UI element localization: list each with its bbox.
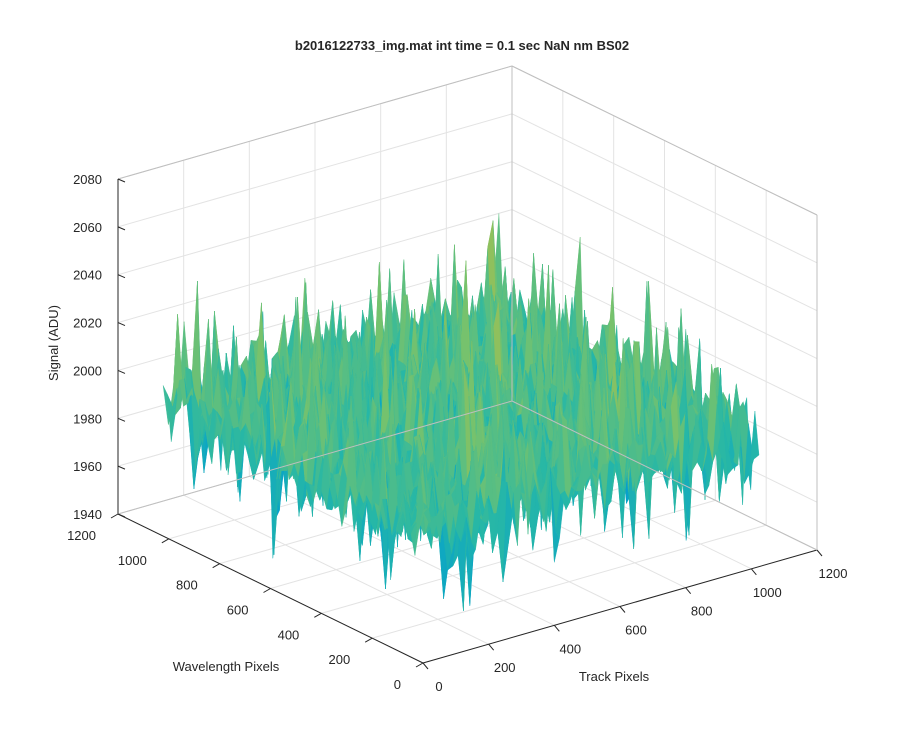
grid-line-z-side: [511, 161, 818, 312]
grid-line-z-side: [511, 256, 818, 407]
y-tick-label: 1000: [118, 553, 147, 568]
y-tick-label: 600: [227, 603, 249, 618]
z-tick: [117, 178, 126, 183]
y-tick: [263, 588, 271, 593]
z-tick-label: 2060: [73, 220, 102, 235]
x-tick-label: 200: [494, 660, 516, 675]
z-tick-label: 1940: [73, 507, 102, 522]
surface-patch: [749, 411, 760, 473]
x-tick-label: 1000: [753, 585, 782, 600]
z-tick-label: 2080: [73, 172, 102, 187]
z-tick-label: 2040: [73, 268, 102, 283]
surface-mesh: [162, 213, 760, 611]
z-tick: [117, 369, 126, 374]
x-tick-label: 800: [691, 604, 713, 619]
z-tick: [117, 322, 126, 327]
box-edge-line: [117, 65, 513, 180]
axis-ticks: 0 200 400 600 800 1000 1200 0 200 400 600 800 1000 12…: [67, 172, 847, 694]
grid-line-z-side: [511, 209, 818, 360]
y-tick-label: 0: [394, 677, 401, 692]
y-tick-label: 400: [278, 627, 300, 642]
x-tick-label: 1200: [819, 566, 848, 581]
x-tick-label: 0: [435, 679, 442, 694]
x-tick: [553, 625, 560, 632]
y-tick-label: 800: [176, 578, 198, 593]
y-tick: [415, 662, 424, 668]
x-tick-label: 600: [625, 623, 647, 638]
x-tick: [685, 587, 692, 594]
x-tick: [619, 606, 626, 613]
z-tick: [117, 417, 126, 422]
chart-title: b2016122733_img.mat int time = 0.1 sec N…: [295, 38, 629, 53]
x-tick: [750, 568, 757, 576]
z-tick-label: 2020: [73, 316, 102, 331]
grid-line-z-back: [117, 209, 513, 324]
y-tick-label: 200: [328, 652, 350, 667]
box-edge-line: [511, 65, 818, 216]
z-tick: [117, 513, 126, 518]
x-tick: [422, 662, 429, 670]
grid-line-z-side: [511, 113, 818, 264]
y-tick: [364, 637, 373, 643]
z-tick: [117, 465, 126, 470]
y-tick: [314, 612, 322, 618]
y-axis-label: Wavelength Pixels: [173, 659, 280, 674]
z-tick-label: 1960: [73, 459, 102, 474]
grid-line-z-back: [117, 113, 513, 228]
z-tick: [117, 274, 126, 279]
z-axis-label: Signal (ADU): [46, 305, 61, 381]
y-tick: [110, 513, 119, 519]
floor-edge-line: [511, 400, 818, 551]
x-tick-label: 400: [559, 641, 581, 656]
z-tick-label: 2000: [73, 363, 102, 378]
y-tick: [212, 563, 220, 569]
floor-edge-line: [117, 400, 513, 515]
y-tick-label: 1200: [67, 528, 96, 543]
grid-line-y-floor: [372, 524, 767, 639]
z-tick-label: 1980: [73, 411, 102, 426]
grid-line-z-back: [117, 161, 513, 276]
x-tick: [488, 643, 495, 651]
y-tick: [161, 538, 170, 544]
z-tick: [117, 226, 126, 231]
x-tick: [816, 549, 823, 557]
x-axis-label: Track Pixels: [579, 669, 650, 684]
